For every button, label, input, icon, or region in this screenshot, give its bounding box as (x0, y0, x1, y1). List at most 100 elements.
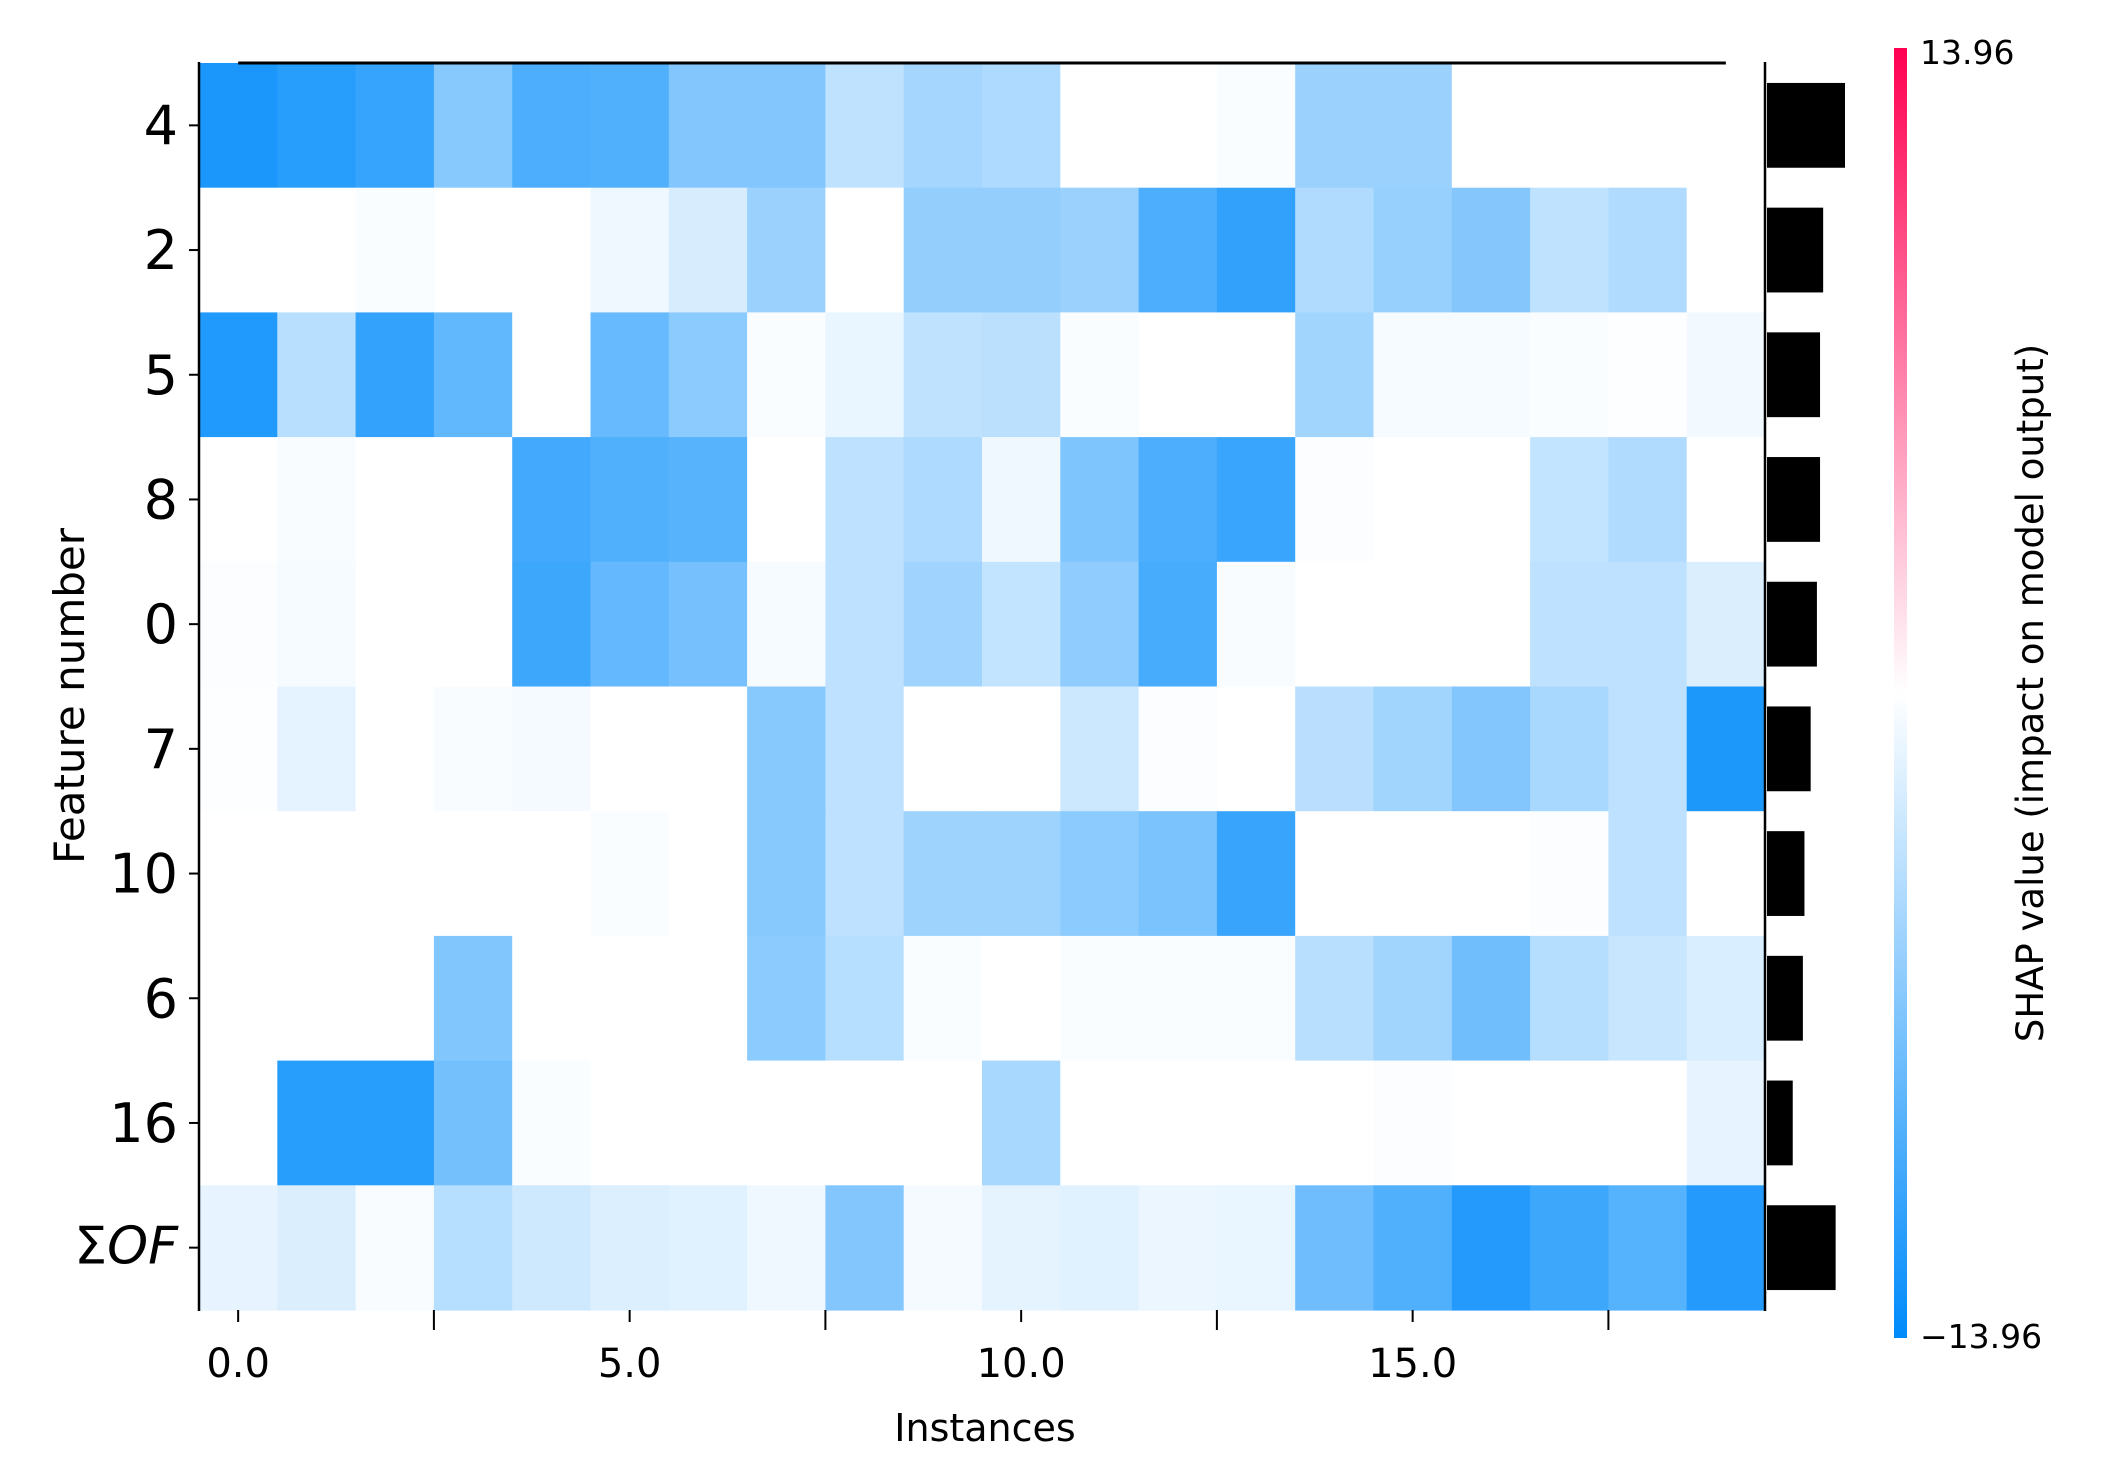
heatmap-cell (825, 561, 905, 688)
heatmap-cell (512, 312, 592, 438)
heatmap-cell (277, 686, 357, 812)
heatmap-cell (590, 437, 670, 563)
heatmap-cell (825, 63, 905, 189)
heatmap-cell (277, 63, 357, 189)
heatmap-cell (1608, 63, 1688, 189)
heatmap-cell (1295, 935, 1375, 1062)
heatmap-cell (1138, 312, 1218, 438)
heatmap-cell (982, 1060, 1061, 1186)
heatmap-cell (277, 1185, 357, 1311)
heatmap-cell (1686, 63, 1766, 189)
heatmap-cell (512, 187, 592, 313)
heatmap-cell (1530, 63, 1609, 189)
heatmap-cell (1686, 312, 1766, 438)
heatmap-cell (355, 935, 435, 1062)
heatmap-cell (1295, 437, 1375, 563)
heatmap-cell (1060, 1060, 1140, 1186)
heatmap-cell (277, 935, 357, 1062)
heatmap-cell (355, 561, 435, 688)
heatmap-cell (1530, 561, 1609, 688)
heatmap-cell (1608, 811, 1688, 937)
heatmap-cell (903, 811, 983, 937)
x-tick-labels: 0.0 5.0 10.0 15.0 (206, 1341, 1457, 1387)
heatmap-cell (1608, 935, 1688, 1062)
heatmap-cell (1138, 811, 1218, 937)
heatmap-cell (1608, 686, 1688, 812)
heatmap-cell (1060, 561, 1140, 688)
heatmap-cell (199, 561, 278, 688)
heatmap-cell (668, 63, 748, 189)
heatmap-cell (1608, 1185, 1688, 1311)
heatmap-cell (825, 312, 905, 438)
heatmap-cell (1686, 935, 1766, 1062)
heatmap-cell (433, 1185, 513, 1311)
heatmap-cell (1138, 935, 1218, 1062)
heatmap-cell (512, 811, 592, 937)
heatmap-cell (1060, 187, 1140, 313)
heatmap-cell (1451, 686, 1531, 812)
importance-bar (1767, 1205, 1836, 1291)
heatmap-cell (1295, 1060, 1375, 1186)
heatmap-cell (1530, 811, 1609, 937)
heatmap-cell (1060, 1185, 1140, 1311)
heatmap-cell (1216, 561, 1296, 688)
heatmap-cell (668, 686, 748, 812)
heatmap-cell (825, 187, 905, 313)
y-tick-label: 7 (144, 718, 178, 781)
heatmap-cell (1216, 935, 1296, 1062)
heatmap-cell (355, 437, 435, 563)
heatmap-cell (512, 935, 592, 1062)
heatmap-cell (590, 1185, 670, 1311)
x-tick-label: 10.0 (977, 1341, 1066, 1387)
heatmap-cell (1530, 437, 1609, 563)
heatmap-cell (1530, 935, 1609, 1062)
heatmap-cell (590, 935, 670, 1062)
importance-bar (1767, 955, 1803, 1041)
heatmap-cell (199, 187, 278, 313)
x-tick-label: 0.0 (206, 1341, 270, 1387)
heatmap-cell (1608, 312, 1688, 438)
heatmap-cell (1686, 686, 1766, 812)
heatmap-cell (1451, 312, 1531, 438)
heatmap-cell (1138, 63, 1218, 189)
chart-axes (189, 61, 1767, 1330)
heatmap-cell (1216, 187, 1296, 313)
y-tick-label: ΣOF (74, 1217, 179, 1277)
heatmap-cell (512, 561, 592, 688)
heatmap-cell (590, 561, 670, 688)
y-axis-title: Feature number (45, 527, 94, 864)
heatmap-cell (825, 1185, 905, 1311)
heatmap-cell (590, 686, 670, 812)
heatmap-cell (747, 63, 826, 189)
importance-bar (1767, 457, 1821, 542)
heatmap-cell (1530, 1185, 1609, 1311)
heatmap-cell (1138, 1185, 1218, 1311)
heatmap-cell (1686, 811, 1766, 937)
heatmap-cell (199, 686, 278, 812)
heatmap-cell (825, 935, 905, 1062)
heatmap-cell (199, 63, 278, 189)
heatmap-cell (982, 312, 1061, 438)
heatmap-cell (433, 187, 513, 313)
heatmap-cell (512, 437, 592, 563)
heatmap-cell (1060, 935, 1140, 1062)
heatmap-cell (668, 437, 748, 563)
importance-bar (1767, 706, 1811, 792)
colorbar-min-label: −13.96 (1920, 1317, 2042, 1356)
heatmap-cell (433, 811, 513, 937)
heatmap-cell (1373, 811, 1453, 937)
heatmap-cell (1686, 437, 1766, 563)
heatmap-cell (747, 686, 826, 812)
heatmap-cell (668, 1060, 748, 1186)
heatmap-cell (668, 312, 748, 438)
heatmap-cell (1686, 1060, 1766, 1186)
heatmap-cell (1530, 1060, 1609, 1186)
heatmap-cell (668, 561, 748, 688)
heatmap-cell (1216, 811, 1296, 937)
heatmap-cell (1138, 1060, 1218, 1186)
heatmap-cell (668, 935, 748, 1062)
heatmap-cell (1216, 1060, 1296, 1186)
heatmap-cell (903, 312, 983, 438)
x-tick-label: 5.0 (598, 1341, 662, 1387)
heatmap-cell (1060, 437, 1140, 563)
